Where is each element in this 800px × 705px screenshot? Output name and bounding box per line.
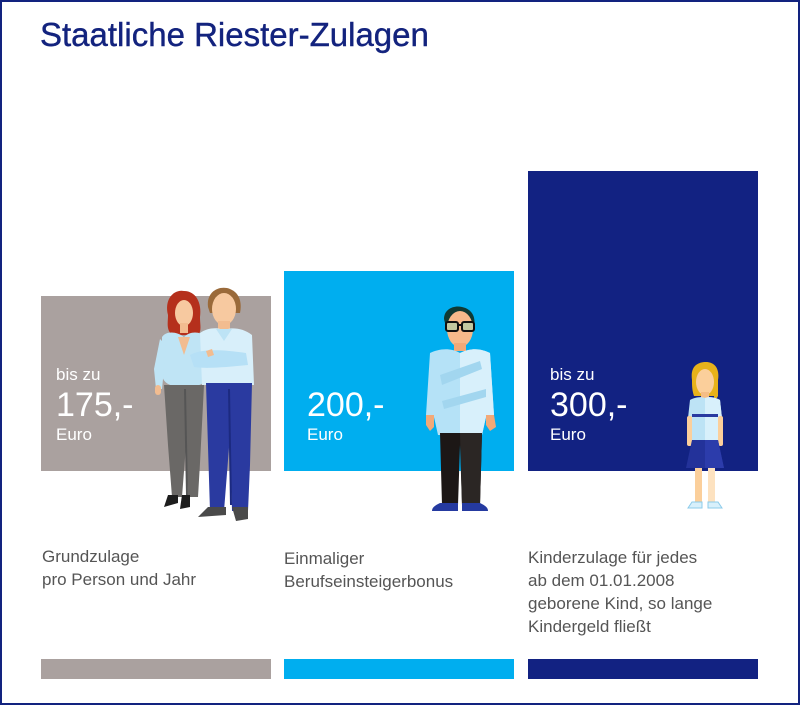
amount-block: bis zu 300,- Euro [550,365,628,445]
amount-unit: Euro [550,425,586,444]
grundzulage-description: Grundzulage pro Person und Jahr [42,545,196,591]
kinderzulage-description: Kinderzulage für jedes ab dem 01.01.2008… [528,546,712,638]
amount-unit: Euro [307,425,343,444]
description-line: pro Person und Jahr [42,570,197,589]
amount-value: 200,- [307,386,385,424]
description-line: Kinderzulage für jedes [528,548,698,567]
page-title: Staatliche Riester-Zulagen [40,16,429,53]
amount-value: 300,- [550,386,628,424]
berufseinsteiger-color-bar [284,659,514,679]
description-line: geborene Kind, so lange [528,594,713,613]
girl-illustration [686,362,724,509]
kinderzulage-color-bar [528,659,758,679]
amount-block: bis zu 175,- Euro [56,365,134,445]
description-line: Grundzulage [42,547,140,566]
description-line: Einmaliger [284,549,365,568]
description-line: Kindergeld fließt [528,617,651,636]
couple-illustration [154,287,254,521]
amount-prefix: bis zu [56,365,101,384]
berufseinsteiger-description: Einmaliger Berufseinsteigerbonus [284,547,453,593]
description-line: ab dem 01.01.2008 [528,571,675,590]
amount-block: 200,- Euro [307,385,385,445]
young-man-illustration [426,306,496,511]
description-line: Berufseinsteigerbonus [284,572,454,591]
amount-unit: Euro [56,425,92,444]
grundzulage-color-bar [41,659,271,679]
amount-prefix: bis zu [550,365,595,384]
amount-value: 175,- [56,386,134,424]
